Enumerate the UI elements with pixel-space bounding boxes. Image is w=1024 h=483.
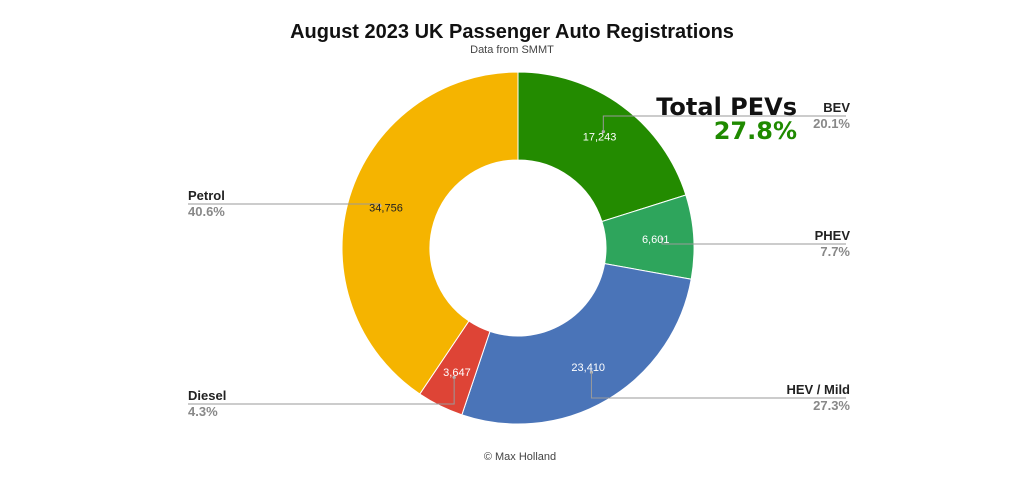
- total-pevs-heading: Total PEVs: [656, 93, 797, 121]
- value-label-phev: 6,601: [642, 234, 670, 246]
- leader-line-petrol: [188, 203, 381, 206]
- leader-line-diesel: [188, 377, 455, 405]
- category-label-bev: BEV: [823, 100, 850, 115]
- chart-title: August 2023 UK Passenger Auto Registrati…: [290, 21, 734, 43]
- category-label-petrol: Petrol: [188, 188, 225, 203]
- leader-line-phev: [661, 238, 846, 245]
- percent-label-diesel: 4.3%: [188, 404, 218, 419]
- value-label-hev-mild: 23,410: [571, 362, 605, 374]
- percent-label-phev: 7.7%: [820, 244, 850, 259]
- value-label-petrol: 34,756: [369, 203, 403, 215]
- percent-label-bev: 20.1%: [813, 116, 850, 131]
- donut-slices: [341, 71, 695, 425]
- leader-lines: [188, 115, 846, 405]
- chart-credit: © Max Holland: [484, 451, 556, 463]
- slice-value-labels: 17,243 6,601 23,410 3,647 34,756: [369, 132, 669, 379]
- chart-subtitle: Data from SMMT: [470, 44, 554, 56]
- leader-dot-phev: [660, 237, 664, 241]
- percent-label-hev-mild: 27.3%: [813, 398, 850, 413]
- value-label-diesel: 3,647: [443, 367, 471, 379]
- total-pevs-value: 27.8%: [714, 117, 797, 145]
- slice-hev-mild: [461, 263, 692, 425]
- percent-label-petrol: 40.6%: [188, 204, 225, 219]
- slice-bev: [517, 71, 687, 223]
- category-label-phev: PHEV: [815, 228, 851, 243]
- value-label-bev: 17,243: [583, 132, 617, 144]
- category-label-hev-mild: HEV / Mild: [786, 382, 850, 397]
- leader-line-bev: [602, 115, 846, 132]
- slice-petrol: [341, 71, 519, 395]
- leader-line-hev-mild: [590, 372, 846, 399]
- category-label-diesel: Diesel: [188, 388, 226, 403]
